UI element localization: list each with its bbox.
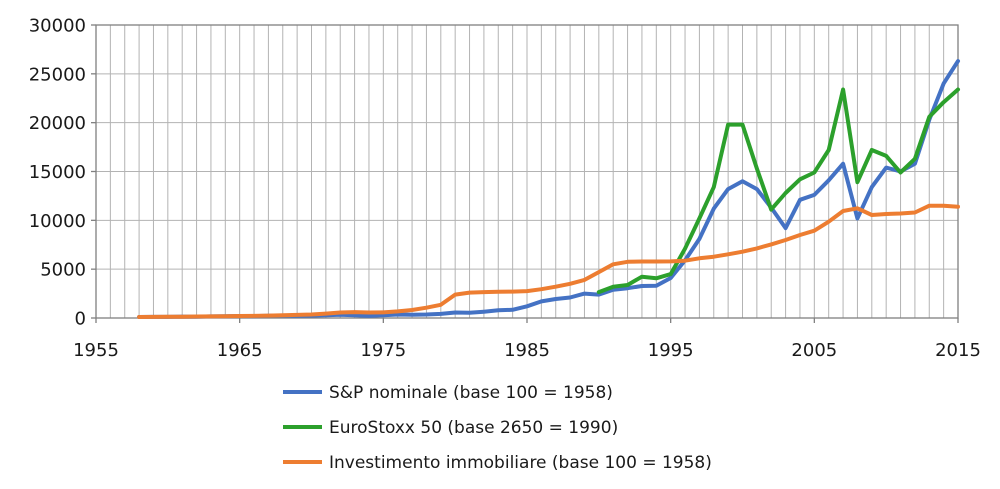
y-tick-label: 20000 — [29, 113, 86, 134]
series-line-investimento-immobiliare — [137, 203, 960, 319]
legend-item-immobiliare: Investimento immobiliare (base 100 = 195… — [283, 453, 712, 473]
axis-ticks — [91, 24, 959, 323]
legend: S&P nominale (base 100 = 1958) EuroStoxx… — [283, 383, 712, 473]
x-tick-label: 1955 — [73, 340, 119, 361]
y-tick-label: 25000 — [29, 64, 86, 85]
legend-item-sp: S&P nominale (base 100 = 1958) — [283, 383, 613, 403]
series-line-sp-nominale — [137, 59, 960, 319]
series-line-eurostoxx-50 — [596, 87, 960, 295]
y-axis-labels: 0 5000 10000 15000 20000 25000 30000 — [29, 16, 86, 330]
x-axis-labels: 1955 1965 1975 1985 1995 2005 2015 — [73, 340, 981, 361]
y-tick-label: 10000 — [29, 211, 86, 232]
series-lines — [137, 59, 960, 319]
legend-item-eurostoxx: EuroStoxx 50 (base 2650 = 1990) — [283, 418, 618, 438]
legend-label-immobiliare: Investimento immobiliare (base 100 = 195… — [329, 453, 712, 473]
y-tick-label: 15000 — [29, 162, 86, 183]
y-tick-label: 5000 — [40, 260, 86, 281]
y-tick-label: 30000 — [29, 16, 86, 37]
y-tick-label: 0 — [75, 309, 86, 330]
x-tick-label: 1995 — [648, 340, 694, 361]
legend-label-sp: S&P nominale (base 100 = 1958) — [329, 383, 613, 403]
x-tick-label: 1985 — [504, 340, 550, 361]
x-tick-label: 2005 — [791, 340, 837, 361]
x-tick-label: 1975 — [360, 340, 406, 361]
legend-label-eurostoxx: EuroStoxx 50 (base 2650 = 1990) — [329, 418, 618, 438]
x-tick-label: 1965 — [217, 340, 263, 361]
x-tick-label: 2015 — [935, 340, 981, 361]
